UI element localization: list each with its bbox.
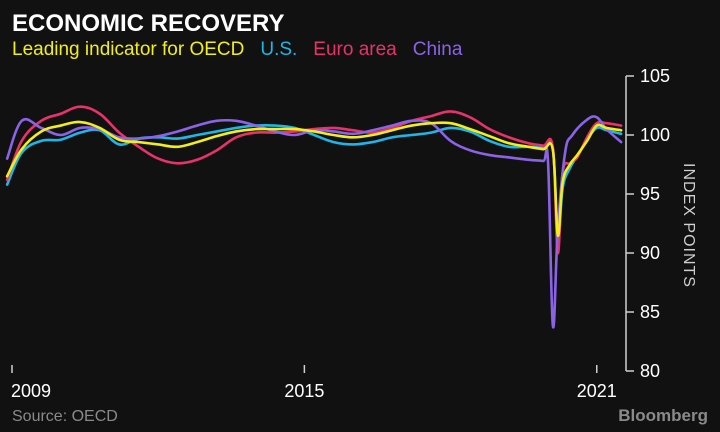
series-line-china bbox=[5, 115, 623, 329]
x-axis-ticks: 2009 2015 2021 bbox=[11, 365, 617, 401]
y-tick-label: 90 bbox=[640, 243, 660, 263]
y-tick-label: 95 bbox=[640, 184, 660, 204]
y-axis-title: INDEX POINTS bbox=[680, 163, 697, 288]
chart-title: ECONOMIC RECOVERY bbox=[12, 10, 284, 37]
x-tick-label: 2009 bbox=[11, 381, 51, 401]
y-tick-label: 85 bbox=[640, 302, 660, 322]
series-line-oecd bbox=[5, 120, 623, 237]
chart-legend: Leading indicator for OECD U.S. Euro area C… bbox=[12, 39, 463, 60]
brand-logo: Bloomberg bbox=[618, 406, 708, 425]
y-axis-ticks: 80 85 90 95 100 105 bbox=[626, 66, 670, 381]
legend-entry-china: China bbox=[413, 39, 463, 60]
legend-entry-us: U.S. bbox=[260, 39, 297, 60]
y-tick-label: 105 bbox=[640, 66, 670, 86]
plot-area bbox=[5, 105, 623, 329]
x-tick-label: 2015 bbox=[284, 381, 324, 401]
legend-entry-euro-area: Euro area bbox=[313, 39, 397, 60]
legend-entry-oecd: Leading indicator for OECD bbox=[12, 39, 244, 60]
y-tick-label: 80 bbox=[640, 361, 660, 381]
x-tick-label: 2021 bbox=[577, 381, 617, 401]
source-note: Source: OECD bbox=[12, 408, 118, 425]
y-tick-label: 100 bbox=[640, 125, 670, 145]
